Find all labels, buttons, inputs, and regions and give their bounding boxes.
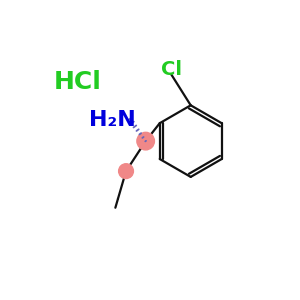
Text: H₂N: H₂N bbox=[89, 110, 136, 130]
Circle shape bbox=[118, 164, 134, 178]
Text: HCl: HCl bbox=[54, 70, 101, 94]
Circle shape bbox=[137, 132, 154, 150]
Text: Cl: Cl bbox=[160, 60, 182, 79]
